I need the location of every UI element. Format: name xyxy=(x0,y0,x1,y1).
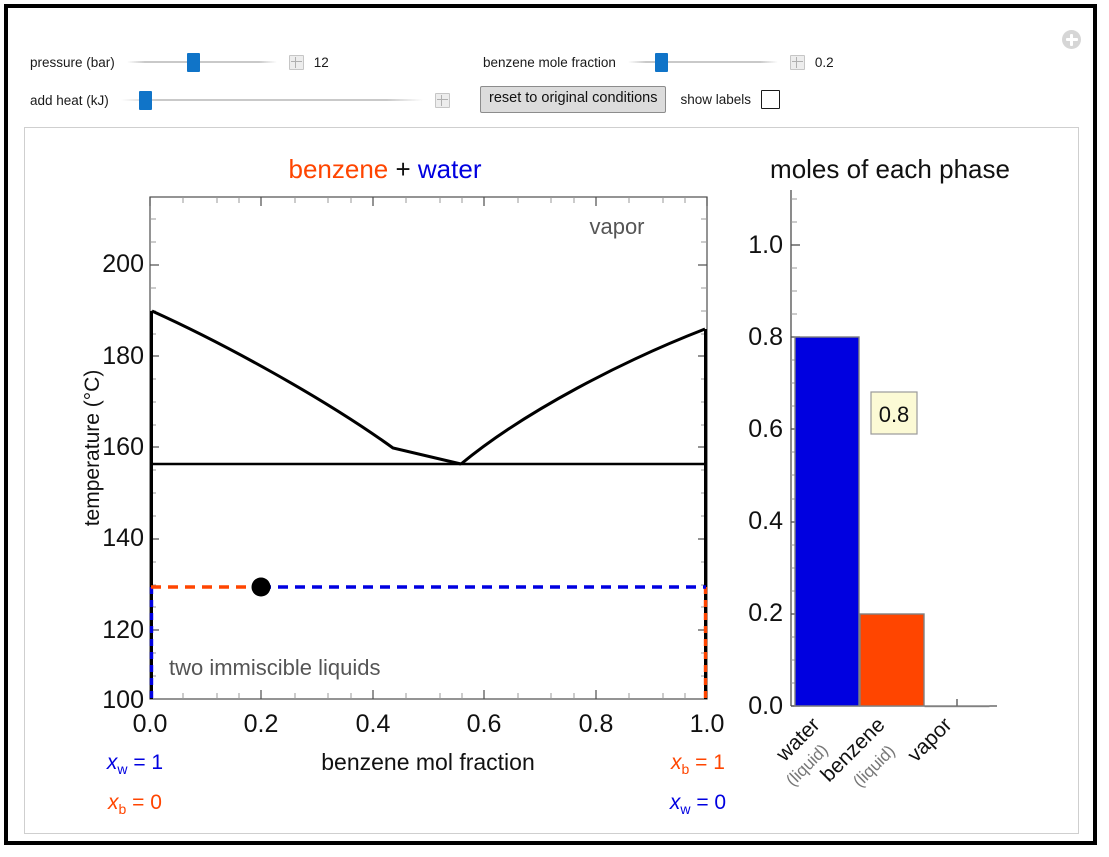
title-benzene: benzene xyxy=(288,154,389,184)
benzene-fraction-value: 0.2 xyxy=(814,54,834,70)
add-heat-expander-icon[interactable] xyxy=(434,92,450,108)
cdf-plus-icon[interactable] xyxy=(1062,30,1081,49)
benzene-fraction-label: benzene mole fraction xyxy=(483,54,616,70)
title-water: water xyxy=(417,154,482,184)
show-labels-label: show labels xyxy=(680,91,752,107)
reset-row: reset to original conditions show labels xyxy=(480,86,781,113)
show-labels-checkbox[interactable] xyxy=(761,89,781,109)
y-tick-200: 200 xyxy=(102,250,144,278)
region-label-vapor: vapor xyxy=(589,214,644,239)
x-tick-5: 1.0 xyxy=(690,710,725,738)
y-major-ticks xyxy=(150,264,707,631)
benzene-dew-curve xyxy=(460,327,706,466)
demonstration-window: pressure (bar) 12 benzene mole fraction … xyxy=(4,4,1097,845)
plot-frame xyxy=(149,196,708,700)
bar-value-tooltip-text: 0.8 xyxy=(879,402,910,427)
x-tick-4: 0.8 xyxy=(579,710,614,738)
bar-value-tooltip: 0.8 xyxy=(870,391,918,435)
bar-y-tick-0p6: 0.6 xyxy=(748,415,783,443)
y-tick-100: 100 xyxy=(102,686,144,714)
x-minor-ticks xyxy=(182,197,686,699)
benzene-fraction-slider[interactable] xyxy=(627,52,778,72)
x-tick-2: 0.4 xyxy=(356,710,391,738)
bar-chart-svg: 1.0 0.8 0.6 0.4 0.2 0.0 xyxy=(748,190,997,791)
corner-label-right-top: xb = 1 xyxy=(670,751,725,777)
water-dew-curve xyxy=(151,309,462,466)
bar-y-tick-0p8: 0.8 xyxy=(748,323,783,351)
bar-y-tick-0p2: 0.2 xyxy=(748,599,783,627)
x-tick-0: 0.0 xyxy=(133,710,168,738)
bar-category-vapor: vapor xyxy=(903,713,956,766)
pressure-label: pressure (bar) xyxy=(30,54,115,70)
region-label-two-liquids: two immiscible liquids xyxy=(169,655,381,680)
x-axis-title: benzene mol fraction xyxy=(321,749,535,775)
bar-y-tick-0p4: 0.4 xyxy=(748,507,783,535)
bar-vapor[interactable] xyxy=(924,705,990,708)
bar-y-tick-0p0: 0.0 xyxy=(748,692,783,720)
add-heat-slider[interactable] xyxy=(120,90,423,110)
corner-label-right-bottom: xw = 0 xyxy=(669,791,726,817)
add-heat-slider-thumb[interactable] xyxy=(138,91,152,110)
x-tick-1: 0.2 xyxy=(244,710,279,738)
bar-category-labels: water (liquid) benzene (liquid) vapor xyxy=(771,713,956,791)
y-tick-140: 140 xyxy=(102,524,144,552)
x-tick-3: 0.6 xyxy=(467,710,502,738)
benzene-fraction-slider-track[interactable] xyxy=(627,61,778,63)
state-point-marker[interactable] xyxy=(251,577,271,597)
x-major-ticks xyxy=(149,197,708,699)
corner-label-left-bottom: xb = 0 xyxy=(107,791,162,817)
graphics-panel: benzene + water moles of each phase temp… xyxy=(24,127,1079,834)
pressure-expander-icon[interactable] xyxy=(288,54,304,70)
bar-chart-title: moles of each phase xyxy=(770,154,1010,184)
pressure-control-row: pressure (bar) 12 xyxy=(30,52,329,72)
add-heat-control-row: add heat (kJ) xyxy=(30,90,450,110)
y-tick-120: 120 xyxy=(102,616,144,644)
benzene-fraction-expander-icon[interactable] xyxy=(789,54,805,70)
y-minor-ticks xyxy=(150,218,707,677)
y-tick-160: 160 xyxy=(102,433,144,461)
y-tick-180: 180 xyxy=(102,342,144,370)
bar-water-liquid[interactable] xyxy=(794,336,860,707)
add-heat-label: add heat (kJ) xyxy=(30,92,109,108)
bar-benzene-liquid[interactable] xyxy=(859,613,925,707)
title-plus: + xyxy=(388,154,418,184)
bar-y-tick-1p0: 1.0 xyxy=(748,231,783,259)
reset-to-original-conditions-button[interactable]: reset to original conditions xyxy=(480,86,667,113)
phase-diagram-svg: temperature (°C) 200 180 160 140 120 100 xyxy=(81,196,726,817)
phase-diagram-title: benzene + water xyxy=(175,154,595,185)
benzene-fraction-slider-thumb[interactable] xyxy=(654,53,668,72)
pressure-slider-track[interactable] xyxy=(126,61,277,63)
add-heat-slider-track[interactable] xyxy=(120,99,423,101)
corner-label-left-top: xw = 1 xyxy=(106,751,163,777)
controls-area: pressure (bar) 12 benzene mole fraction … xyxy=(8,8,1093,120)
pressure-value: 12 xyxy=(313,54,329,70)
y-axis-title: temperature (°C) xyxy=(81,370,104,527)
benzene-fraction-control-row: benzene mole fraction 0.2 xyxy=(483,52,834,72)
pressure-slider-thumb[interactable] xyxy=(186,53,200,72)
pressure-slider[interactable] xyxy=(126,52,277,72)
